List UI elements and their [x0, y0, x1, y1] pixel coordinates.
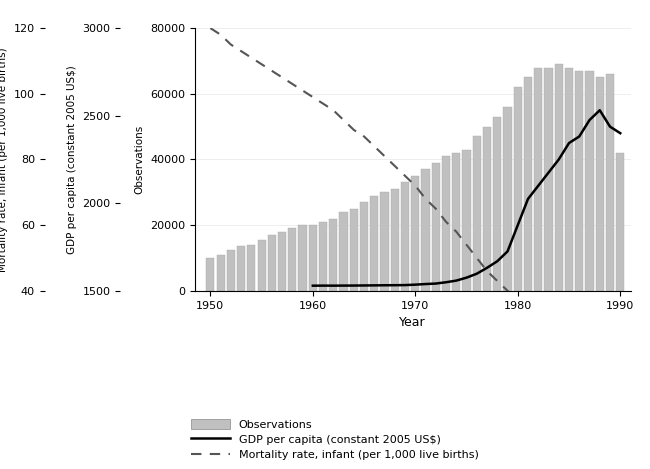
Bar — [473, 136, 481, 291]
Bar — [360, 202, 368, 291]
Bar — [545, 68, 552, 291]
Bar — [462, 150, 471, 291]
Bar — [442, 156, 450, 291]
Bar — [452, 153, 460, 291]
Bar — [339, 212, 348, 291]
Bar — [206, 258, 215, 291]
Bar — [309, 225, 317, 291]
Bar — [534, 68, 542, 291]
Bar — [514, 87, 522, 291]
Bar — [616, 153, 625, 291]
Bar — [391, 189, 399, 291]
Bar — [247, 245, 255, 291]
Bar — [288, 228, 296, 291]
Bar — [237, 247, 245, 291]
Bar — [257, 240, 266, 291]
Bar — [421, 169, 430, 291]
Bar — [401, 182, 409, 291]
Bar — [380, 192, 389, 291]
Bar — [524, 77, 532, 291]
Bar — [330, 219, 337, 291]
Bar — [411, 176, 419, 291]
Bar — [575, 71, 583, 291]
Bar — [554, 64, 563, 291]
Bar — [483, 127, 491, 291]
Bar — [319, 222, 327, 291]
Bar — [268, 235, 276, 291]
Bar — [586, 71, 593, 291]
Bar — [493, 117, 501, 291]
Bar — [504, 107, 512, 291]
Bar — [370, 196, 378, 291]
Bar — [298, 225, 307, 291]
Bar — [227, 250, 235, 291]
Bar — [216, 255, 225, 291]
Y-axis label: GDP per capita (constant 2005 US$): GDP per capita (constant 2005 US$) — [67, 65, 77, 254]
Bar — [606, 74, 614, 291]
Bar — [432, 163, 440, 291]
Bar — [350, 209, 358, 291]
Bar — [278, 232, 286, 291]
Bar — [565, 68, 573, 291]
Y-axis label: Observations: Observations — [135, 125, 144, 194]
Bar — [595, 77, 604, 291]
Y-axis label: Mortality rate, infant (per 1,000 live births): Mortality rate, infant (per 1,000 live b… — [0, 47, 8, 272]
Legend: Observations, GDP per capita (constant 2005 US$), Mortality rate, infant (per 1,: Observations, GDP per capita (constant 2… — [188, 416, 482, 463]
X-axis label: Year: Year — [400, 316, 426, 329]
